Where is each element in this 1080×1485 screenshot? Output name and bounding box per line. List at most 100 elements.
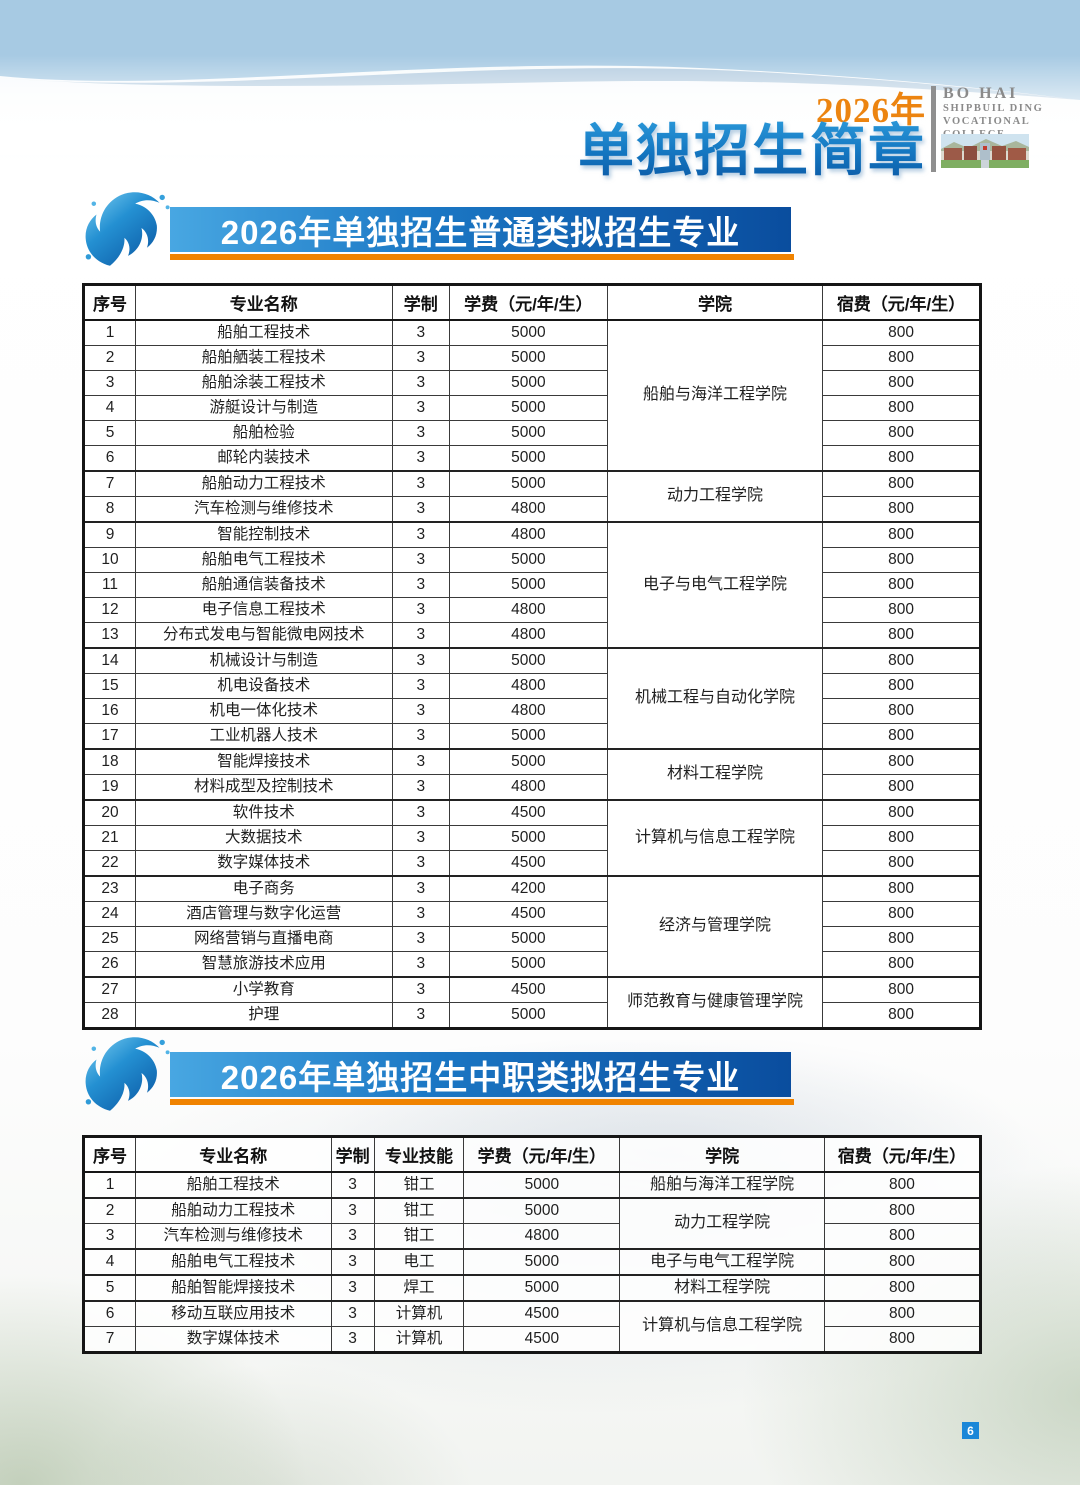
cell: 800 <box>822 799 981 826</box>
cell: 18 <box>82 748 137 775</box>
column-header: 学制 <box>391 284 450 321</box>
cell: 3 <box>391 723 450 750</box>
college-cell: 经济与管理学院 <box>606 875 824 978</box>
cell: 9 <box>82 521 137 548</box>
cell: 800 <box>822 319 981 346</box>
cell: 工业机器人技术 <box>135 723 393 750</box>
cell: 800 <box>822 647 981 674</box>
college-english-name: BO HAI SHIPBUIL DING VOCATIONAL COLLECE <box>943 85 1043 141</box>
cell: 4500 <box>463 1326 621 1353</box>
cell: 6 <box>82 445 137 472</box>
cell: 800 <box>822 622 981 649</box>
table-row: 17 工业机器人技术 3 5000 800 <box>82 723 981 750</box>
column-header: 学费（元/年/生） <box>463 1136 621 1173</box>
cell: 邮轮内装技术 <box>135 445 393 472</box>
cell: 船舶工程技术 <box>135 319 393 346</box>
cell: 4500 <box>463 1300 621 1327</box>
cell: 智能焊接技术 <box>135 748 393 775</box>
college-cell: 机械工程与自动化学院 <box>606 647 824 750</box>
cell: 5000 <box>463 1171 621 1199</box>
page-title: 单独招生简章 <box>380 106 926 187</box>
section-title-banner-vocational: 2026年单独招生中职类拟招生专业 <box>170 1052 791 1097</box>
wave-splash-icon <box>85 1037 170 1111</box>
college-en-line3: VOCATIONAL <box>943 116 1031 127</box>
cell: 数字媒体技术 <box>135 850 393 877</box>
header-divider <box>931 86 936 172</box>
cell: 5000 <box>448 825 608 851</box>
cell: 800 <box>822 572 981 598</box>
table-row: 21 大数据技术 3 5000 800 <box>82 825 981 851</box>
cell: 4500 <box>448 901 608 927</box>
table-row: 15 机电设备技术 3 4800 800 <box>82 673 981 699</box>
cell: 3 <box>391 547 450 573</box>
cell: 3 <box>391 370 450 396</box>
cell: 27 <box>82 976 137 1003</box>
cell: 800 <box>822 597 981 623</box>
cell: 5000 <box>448 572 608 598</box>
cell: 800 <box>822 850 981 877</box>
cell: 3 <box>391 774 450 801</box>
cell: 数字媒体技术 <box>135 1326 332 1353</box>
cell: 1 <box>82 319 137 346</box>
cell: 智慧旅游技术应用 <box>135 951 393 978</box>
cell: 8 <box>82 496 137 523</box>
table-row: 4 游艇设计与制造 3 5000 800 <box>82 395 981 421</box>
cell: 800 <box>822 926 981 952</box>
cell: 21 <box>82 825 137 851</box>
page-number-badge: 6 <box>962 1422 979 1439</box>
table-row: 9 智能控制技术 3 4800 电子与电气工程学院 800 <box>82 521 981 649</box>
column-header: 序号 <box>82 1136 137 1173</box>
college-cell: 计算机与信息工程学院 <box>619 1300 825 1353</box>
cell: 机械设计与制造 <box>135 647 393 674</box>
cell: 12 <box>82 597 137 623</box>
cell: 800 <box>822 345 981 371</box>
cell: 船舶工程技术 <box>135 1171 332 1199</box>
cell: 焊工 <box>373 1274 465 1302</box>
cell: 800 <box>823 1248 982 1276</box>
cell: 4500 <box>448 799 608 826</box>
table-row: 20 软件技术 3 4500 计算机与信息工程学院 800 <box>82 799 981 877</box>
cell: 分布式发电与智能微电网技术 <box>135 622 393 649</box>
cell: 800 <box>822 774 981 801</box>
table-row: 6 邮轮内装技术 3 5000 800 <box>82 445 981 472</box>
cell: 3 <box>391 926 450 952</box>
cell: 800 <box>822 673 981 699</box>
table-row: 19 材料成型及控制技术 3 4800 800 <box>82 774 981 801</box>
cell: 3 <box>330 1248 375 1276</box>
cell: 800 <box>822 875 981 902</box>
section-title-banner-general: 2026年单独招生普通类拟招生专业 <box>170 207 791 252</box>
cell: 汽车检测与维修技术 <box>135 1223 332 1250</box>
section-title-general: 2026年单独招生普通类拟招生专业 <box>220 213 741 251</box>
cell: 800 <box>822 825 981 851</box>
cell: 钳工 <box>373 1197 465 1224</box>
college-cell: 电子与电气工程学院 <box>606 521 824 649</box>
header-year: 2026年 <box>640 82 926 133</box>
cell: 14 <box>82 647 137 674</box>
column-header: 序号 <box>82 284 137 321</box>
cell: 800 <box>822 976 981 1003</box>
cell: 4200 <box>448 875 608 902</box>
cell: 24 <box>82 901 137 927</box>
cell: 5000 <box>448 547 608 573</box>
cell: 4800 <box>463 1223 621 1250</box>
cell: 20 <box>82 799 137 826</box>
cell: 800 <box>822 395 981 421</box>
cell: 船舶电气工程技术 <box>135 1248 332 1276</box>
table-row: 28 护理 3 5000 800 <box>82 1002 981 1029</box>
column-header: 宿费（元/年/生） <box>822 284 981 321</box>
cell: 汽车检测与维修技术 <box>135 496 393 523</box>
table-row: 26 智慧旅游技术应用 3 5000 800 <box>82 951 981 978</box>
cell: 4800 <box>448 673 608 699</box>
cell: 800 <box>823 1274 982 1302</box>
table-row: 25 网络营销与直播电商 3 5000 800 <box>82 926 981 952</box>
cell: 3 <box>391 850 450 877</box>
cell: 电子商务 <box>135 875 393 902</box>
cell: 钳工 <box>373 1223 465 1250</box>
table-row: 22 数字媒体技术 3 4500 800 <box>82 850 981 877</box>
cell: 800 <box>822 901 981 927</box>
cell: 3 <box>391 597 450 623</box>
column-header: 学费（元/年/生） <box>448 284 608 321</box>
cell: 800 <box>822 698 981 724</box>
cell: 移动互联应用技术 <box>135 1300 332 1327</box>
wave-fade-overlay <box>0 55 1080 155</box>
